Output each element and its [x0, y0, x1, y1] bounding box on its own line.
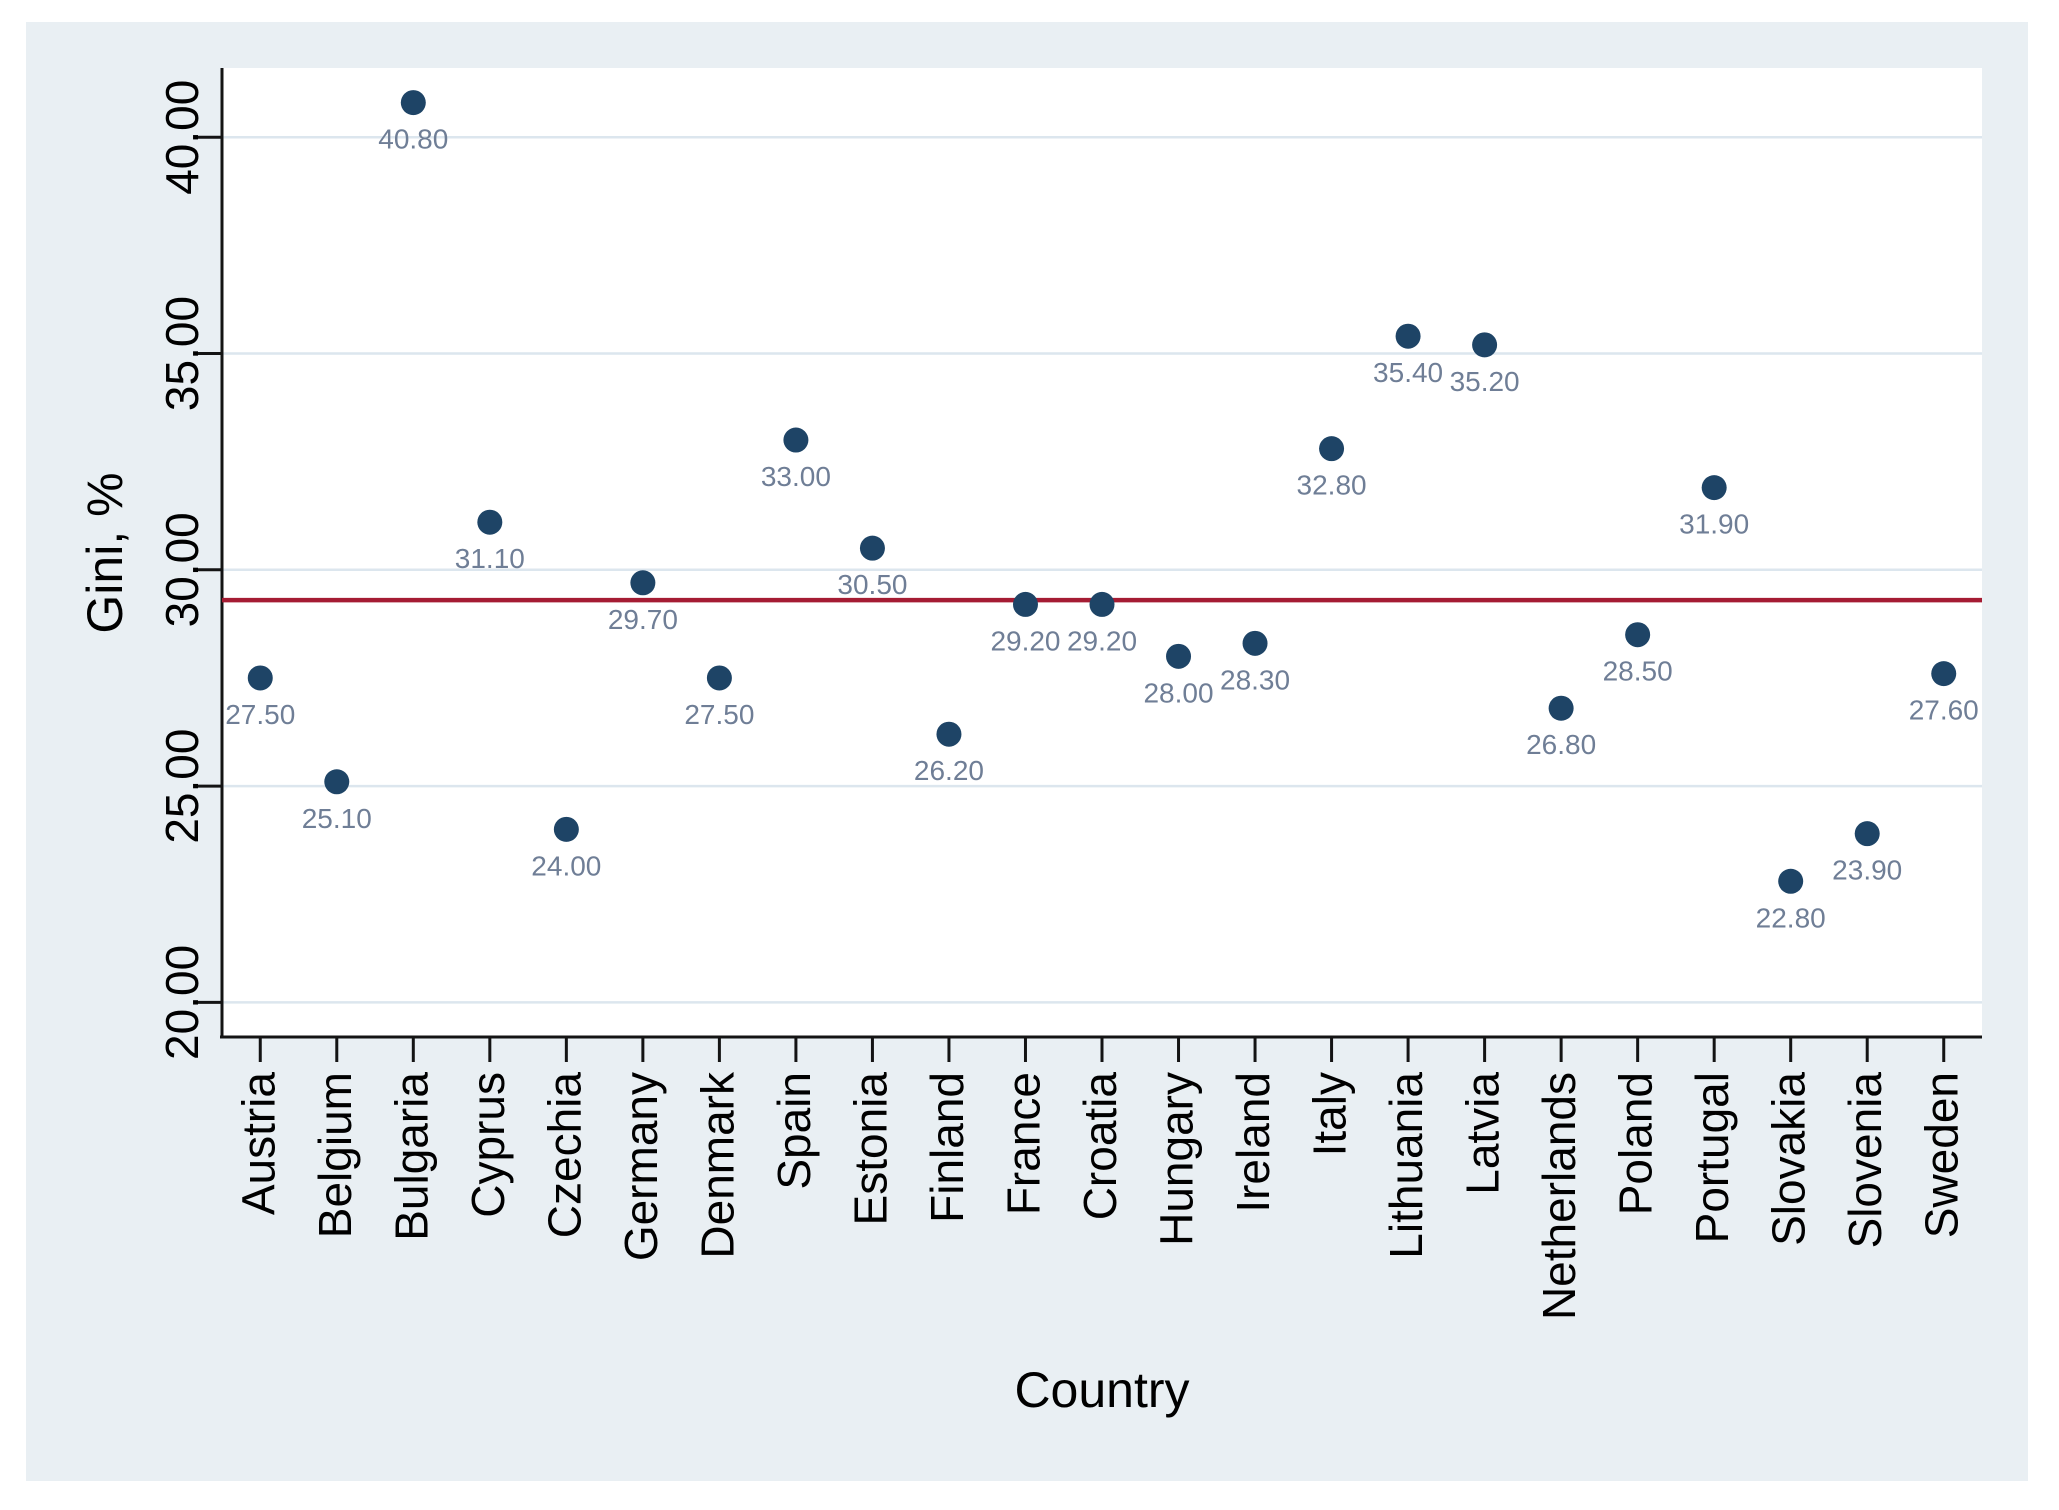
x-tick-label: Slovenia: [1839, 1072, 1891, 1249]
x-tick-label: Poland: [1610, 1072, 1662, 1215]
y-tick-label: 40.00: [156, 80, 208, 195]
y-axis-ticks: 20.00 25.00 30.00 35.00 40.00: [156, 80, 222, 1060]
x-tick-label: Austria: [232, 1072, 284, 1216]
x-tick-label: Slovakia: [1763, 1072, 1815, 1246]
x-tick-label: Finland: [921, 1072, 973, 1223]
x-tick-label: Cyprus: [462, 1072, 514, 1218]
data-point-value-label: 28.00: [1143, 677, 1213, 708]
x-tick-label: Ireland: [1227, 1072, 1279, 1213]
data-point-value-label: 25.10: [302, 803, 372, 834]
x-tick-label: Spain: [768, 1072, 820, 1190]
data-point-portugal: [1701, 475, 1727, 501]
x-tick-label: Italy: [1304, 1072, 1356, 1156]
data-point-ireland: [1242, 630, 1268, 656]
data-point-germany: [630, 570, 656, 596]
data-point-italy: [1319, 436, 1345, 462]
y-axis-title: Gini, %: [77, 472, 133, 633]
data-point-slovakia: [1778, 868, 1804, 894]
data-point-belgium: [324, 769, 350, 795]
data-point-austria: [247, 665, 273, 691]
x-tick-label: Estonia: [844, 1072, 896, 1226]
x-tick-label: Netherlands: [1533, 1072, 1585, 1320]
data-point-value-label: 29.20: [1067, 625, 1137, 656]
plot-area: [222, 68, 1982, 1037]
data-point-value-label: 31.10: [455, 543, 525, 574]
x-tick-label: Latvia: [1457, 1072, 1509, 1195]
data-point-estonia: [859, 535, 885, 561]
y-tick-label: 25.00: [156, 729, 208, 844]
data-point-value-label: 33.00: [761, 461, 831, 492]
data-point-value-label: 26.80: [1526, 729, 1596, 760]
x-tick-label: Portugal: [1686, 1072, 1738, 1243]
data-point-latvia: [1472, 332, 1498, 358]
data-point-value-label: 35.40: [1373, 357, 1443, 388]
data-point-value-label: 32.80: [1297, 470, 1367, 501]
data-point-value-label: 29.70: [608, 604, 678, 635]
data-point-denmark: [706, 665, 732, 691]
data-point-france: [1012, 591, 1038, 617]
data-point-value-label: 29.20: [990, 625, 1060, 656]
data-point-value-label: 27.60: [1909, 695, 1979, 726]
y-tick-label: 30.00: [156, 512, 208, 627]
x-tick-label: Croatia: [1074, 1072, 1126, 1221]
x-tick-label: Hungary: [1151, 1072, 1203, 1246]
x-axis-title: Country: [1014, 1362, 1189, 1418]
data-points: [247, 90, 1957, 894]
data-point-lithuania: [1395, 323, 1421, 349]
data-point-value-label: 40.80: [378, 124, 448, 155]
data-point-value-label: 24.00: [531, 850, 601, 881]
data-point-value-label: 31.90: [1679, 509, 1749, 540]
data-point-value-label: 22.80: [1756, 902, 1826, 933]
data-point-sweden: [1931, 661, 1957, 687]
data-point-value-label: 35.20: [1450, 366, 1520, 397]
data-point-finland: [936, 721, 962, 747]
x-tick-label: Lithuania: [1380, 1072, 1432, 1259]
data-point-croatia: [1089, 591, 1115, 617]
data-point-value-label: 28.50: [1603, 656, 1673, 687]
data-point-netherlands: [1548, 695, 1574, 721]
data-point-labels: 27.50 25.10 40.80 31.10 24.00 29.70 27.50 33.00…: [225, 124, 1979, 934]
y-tick-label: 20.00: [156, 945, 208, 1060]
data-point-bulgaria: [400, 90, 426, 116]
data-point-spain: [783, 427, 809, 453]
x-tick-label: Germany: [615, 1072, 667, 1261]
x-tick-label: Bulgaria: [385, 1072, 437, 1241]
data-point-hungary: [1166, 643, 1192, 669]
data-point-cyprus: [477, 509, 503, 535]
y-tick-label: 35.00: [156, 296, 208, 411]
data-point-value-label: 27.50: [225, 699, 295, 730]
data-point-value-label: 27.50: [684, 699, 754, 730]
data-point-czechia: [553, 816, 579, 842]
data-point-slovenia: [1854, 821, 1880, 847]
x-tick-label: Czechia: [538, 1072, 590, 1239]
data-point-value-label: 30.50: [837, 569, 907, 600]
data-point-value-label: 28.30: [1220, 664, 1290, 695]
x-axis-ticks: Austria Belgium Bulgaria Cyprus Czechia Germa…: [232, 1037, 1968, 1320]
data-point-poland: [1625, 622, 1651, 648]
x-tick-label: Belgium: [309, 1072, 361, 1238]
x-tick-label: Sweden: [1916, 1072, 1968, 1238]
data-point-value-label: 26.20: [914, 755, 984, 786]
gridlines: [222, 135, 1982, 1004]
x-tick-label: Denmark: [691, 1071, 743, 1259]
x-tick-label: France: [997, 1072, 1049, 1215]
data-point-value-label: 23.90: [1832, 855, 1902, 886]
